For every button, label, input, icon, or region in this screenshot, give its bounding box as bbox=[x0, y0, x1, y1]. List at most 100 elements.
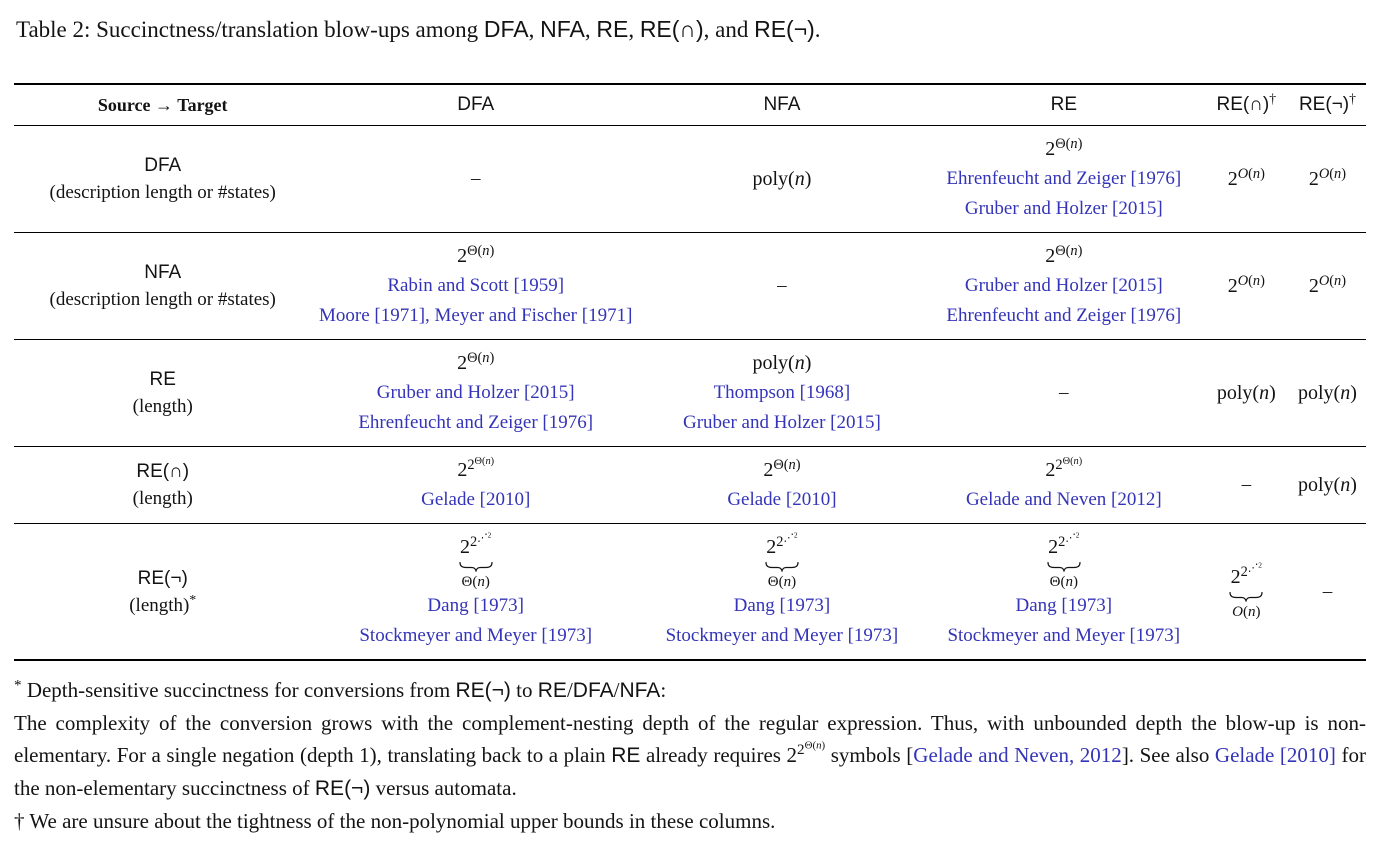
text-segment: to bbox=[510, 678, 538, 702]
citation-link[interactable]: Stockmeyer and Meyer [1973] bbox=[359, 625, 593, 646]
footnotes: * Depth-sensitive succinctness for conve… bbox=[14, 674, 1366, 837]
table-cell: 22⋰2 Θ(n) Dang [1973] Stockmeyer and Meyer … bbox=[924, 524, 1204, 661]
sans-term: DFA bbox=[572, 679, 614, 702]
citation-link[interactable]: Dang [1973] bbox=[427, 595, 524, 616]
table-cell: 2O(n) bbox=[1203, 125, 1289, 233]
citation-link[interactable]: Gelade and Neven, 2012 bbox=[913, 743, 1122, 767]
tower-expression: 22⋰2 Θ(n) bbox=[765, 529, 799, 591]
table-cell: 22⋰2 O(n) bbox=[1204, 524, 1289, 661]
citation-link[interactable]: Stockmeyer and Meyer [1973] bbox=[947, 625, 1181, 646]
footnote-body: The complexity of the conversion grows w… bbox=[14, 707, 1366, 805]
table-cell: 2Θ(n) Rabin and Scott [1959] Moore [1971],… bbox=[311, 232, 640, 340]
row-header: DFA (description length or #states) bbox=[14, 125, 312, 233]
sans-term: NFA bbox=[540, 16, 585, 42]
table-cell: 22⋰2 Θ(n) Dang [1973] Stockmeyer and Meyer … bbox=[311, 524, 640, 661]
citation-link[interactable]: Gelade [2010] bbox=[1214, 743, 1336, 767]
complexity-bound: poly(n) bbox=[752, 352, 812, 374]
text-segment: , bbox=[628, 17, 640, 42]
text-segment: The complexity of the conversion grows w… bbox=[14, 711, 1366, 767]
text-segment: , bbox=[584, 17, 597, 42]
complexity-bound: 2O(n) bbox=[1308, 165, 1347, 190]
complexity-bound: 2O(n) bbox=[1227, 165, 1265, 190]
table-cell: poly(n) Thompson [1968] Gruber and Holzer … bbox=[639, 339, 924, 447]
complexity-bound: 22⋰2 bbox=[766, 529, 798, 558]
header-row: Source → Target DFA NFA RE RE(∩)† RE(¬)† bbox=[14, 84, 1366, 126]
footnote-dagger: † We are unsure about the tightness of t… bbox=[14, 805, 1366, 837]
row-header-sub: (length) bbox=[132, 488, 193, 509]
citation-link[interactable]: Stockmeyer and Meyer [1973] bbox=[665, 625, 899, 646]
footnote-star: * Depth-sensitive succinctness for conve… bbox=[14, 674, 1366, 707]
table-row: RE(¬) (length)* 22⋰2 Θ(n) Dang [1973] Stockme… bbox=[14, 524, 1366, 661]
complexity-bound: 2Θ(n) bbox=[1045, 242, 1083, 267]
table-cell: – bbox=[1289, 524, 1366, 661]
row-header-name: RE(∩) bbox=[136, 461, 190, 482]
citation-link[interactable]: Thompson [1968] bbox=[713, 382, 851, 403]
citation-link[interactable]: Gelade and Neven [2012] bbox=[965, 489, 1162, 510]
table-cell: poly(n) bbox=[1288, 339, 1366, 447]
column-header-label: RE(¬) bbox=[1298, 94, 1350, 115]
table-cell: 22⋰2 Θ(n) Dang [1973] Stockmeyer and Meyer … bbox=[640, 524, 924, 661]
citation-link[interactable]: Moore [1971], Meyer and Fischer [1971] bbox=[318, 305, 633, 326]
citation-link[interactable]: Gelade [2010] bbox=[421, 489, 531, 510]
sans-term: RE(∩) bbox=[639, 16, 704, 42]
complexity-bound: 22Θ(n) bbox=[1045, 455, 1083, 481]
complexity-bound: 2Θ(n) bbox=[1045, 135, 1083, 160]
table-cell: 2O(n) bbox=[1288, 232, 1366, 340]
table-cell: – bbox=[311, 125, 640, 233]
citation-link[interactable]: Gruber and Holzer [2015] bbox=[683, 412, 881, 433]
superscript-mark: * bbox=[14, 677, 22, 694]
text-segment: : bbox=[660, 678, 667, 702]
table-cell: – bbox=[639, 232, 924, 340]
table-cell: 2O(n) bbox=[1288, 125, 1366, 233]
table-cell: poly(n) bbox=[1288, 446, 1366, 524]
citation-link[interactable]: Gruber and Holzer [2015] bbox=[964, 198, 1163, 219]
asterisk-mark: * bbox=[189, 591, 197, 607]
table-cell: 2O(n) bbox=[1203, 232, 1289, 340]
row-header: NFA (description length or #states) bbox=[14, 232, 312, 340]
table-row: NFA (description length or #states) 2Θ(n) R… bbox=[14, 232, 1366, 340]
table-cell: – bbox=[1203, 446, 1289, 524]
complexity-bound: poly(n) bbox=[1298, 474, 1357, 496]
sans-term: RE bbox=[537, 679, 567, 702]
table-cell: – bbox=[923, 339, 1204, 447]
text-segment: versus automata. bbox=[370, 776, 517, 800]
tower-underbrace-label: O(n) bbox=[1232, 604, 1261, 620]
underbrace-icon bbox=[459, 562, 493, 572]
column-header: NFA bbox=[639, 84, 924, 126]
dash: – bbox=[1322, 580, 1333, 602]
complexity-bound: poly(n) bbox=[752, 168, 812, 190]
dagger-mark: † bbox=[1349, 91, 1356, 107]
row-header-name: RE(¬) bbox=[137, 567, 188, 589]
text-segment: / bbox=[613, 678, 620, 702]
table-row: RE (length) 2Θ(n) Gruber and Holzer [2015] E… bbox=[14, 339, 1366, 447]
citation-link[interactable]: Ehrenfeucht and Zeiger [1976] bbox=[946, 168, 1182, 189]
text-segment: Depth-sensitive succinctness for convers… bbox=[21, 678, 456, 702]
citation-link[interactable]: Ehrenfeucht and Zeiger [1976] bbox=[946, 305, 1182, 326]
complexity-bound: 22⋰2 bbox=[460, 529, 492, 558]
citation-link[interactable]: Ehrenfeucht and Zeiger [1976] bbox=[358, 412, 594, 433]
citation-link[interactable]: Gelade [2010] bbox=[727, 489, 837, 510]
citation-link[interactable]: Dang [1973] bbox=[733, 595, 831, 616]
sans-term: RE(¬) bbox=[455, 679, 511, 702]
row-header: RE (length) bbox=[14, 339, 312, 447]
row-header-name: RE bbox=[149, 369, 176, 390]
table-body: DFA (description length or #states) – poly(… bbox=[14, 125, 1366, 661]
tower-expression: 22⋰2 O(n) bbox=[1229, 561, 1263, 621]
underbrace-icon bbox=[765, 562, 799, 572]
column-header: RE(¬)† bbox=[1288, 84, 1366, 126]
table-caption: Table 2: Succinctness/translation blow-u… bbox=[16, 14, 1366, 45]
citation-link[interactable]: Dang [1973] bbox=[1015, 595, 1113, 616]
citation-link[interactable]: Gruber and Holzer [2015] bbox=[376, 382, 575, 403]
text-segment: † We are unsure about the tightness of t… bbox=[14, 809, 776, 833]
citation-link[interactable]: Gruber and Holzer [2015] bbox=[964, 275, 1163, 296]
column-header-label: RE(∩) bbox=[1216, 94, 1270, 115]
sans-term: RE(¬) bbox=[314, 777, 371, 800]
complexity-bound: 2Θ(n) bbox=[457, 242, 495, 267]
column-header-label: DFA bbox=[457, 94, 495, 115]
tower-underbrace-label: Θ(n) bbox=[767, 574, 797, 590]
row-header-sub: (length) bbox=[132, 396, 193, 417]
complexity-bound: poly(n) bbox=[1216, 382, 1276, 404]
dash: – bbox=[1059, 382, 1069, 403]
citation-link[interactable]: Rabin and Scott [1959] bbox=[387, 275, 565, 296]
